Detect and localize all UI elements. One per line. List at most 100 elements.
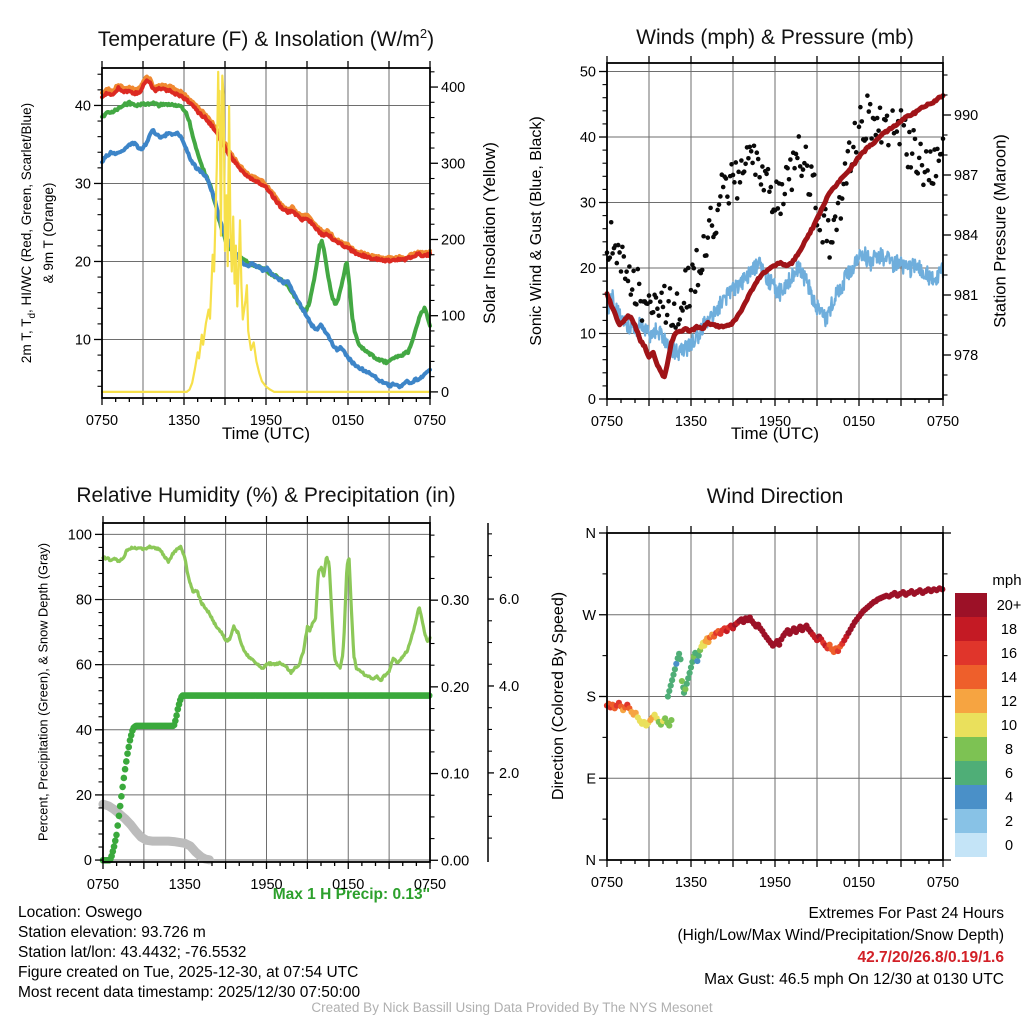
svg-text:20: 20 <box>76 788 92 804</box>
svg-text:N: N <box>586 526 596 542</box>
svg-text:984: 984 <box>954 228 978 244</box>
winds-xaxis-label: Time (UTC) <box>730 424 820 443</box>
svg-text:20+: 20+ <box>997 598 1022 614</box>
svg-text:1350: 1350 <box>168 413 200 429</box>
svg-text:100: 100 <box>68 527 92 543</box>
svg-text:16: 16 <box>1001 646 1017 662</box>
data-timestamp: Most recent data timestamp: 2025/12/30 0… <box>18 984 361 1001</box>
extremes-block: Extremes For Past 24 Hours (High/Low/Max… <box>678 903 1005 991</box>
svg-text:0150: 0150 <box>332 413 364 429</box>
credit-line: Created By Nick Bassill Using Data Provi… <box>311 1000 713 1015</box>
svg-text:60: 60 <box>76 658 92 674</box>
svg-text:981: 981 <box>954 288 978 304</box>
svg-text:30: 30 <box>75 176 91 192</box>
figure-created: Figure created on Tue, 2025-12-30, at 07… <box>18 964 359 981</box>
station-info-block: Location: Oswego Station elevation: 93.7… <box>18 903 360 1003</box>
svg-text:0750: 0750 <box>414 413 446 429</box>
temperature-insolation-chart: 0750 1350 1950 0150 075010203040010020030040… <box>75 61 465 429</box>
svg-text:0.20: 0.20 <box>441 680 469 696</box>
winds-pressure-chart: 0750 1350 1950 0150 0750 0 10 20 30 40 50 978 981 984… <box>580 56 978 430</box>
extremes-subtitle: (High/Low/Max Wind/Precipitation/Snow De… <box>677 927 1005 944</box>
svg-text:18: 18 <box>1001 622 1017 638</box>
svg-text:0.30: 0.30 <box>441 593 469 609</box>
svg-text:N: N <box>586 853 596 869</box>
svg-text:0750: 0750 <box>591 414 623 430</box>
svg-text:14: 14 <box>1001 670 1017 686</box>
svg-text:0750: 0750 <box>414 877 446 893</box>
svg-text:10: 10 <box>580 327 596 343</box>
svg-text:50: 50 <box>580 65 596 81</box>
svg-text:40: 40 <box>580 130 596 146</box>
svg-text:0: 0 <box>441 385 449 401</box>
title-text-end: ) <box>427 28 435 51</box>
max-gust: Max Gust: 46.5 mph On 12/30 at 0130 UTC <box>704 971 1004 988</box>
svg-text:8: 8 <box>1005 742 1013 758</box>
svg-text:0: 0 <box>1005 838 1013 854</box>
extremes-values: 42.7/20/26.8/0.19/1.6 <box>857 949 1004 966</box>
svg-text:1950: 1950 <box>250 877 282 893</box>
svg-text:4: 4 <box>1005 790 1013 806</box>
svg-text:0: 0 <box>588 392 596 408</box>
svg-text:E: E <box>586 771 596 787</box>
svg-text:40: 40 <box>75 98 91 114</box>
svg-text:0750: 0750 <box>86 413 118 429</box>
svg-text:20: 20 <box>580 261 596 277</box>
svg-text:0150: 0150 <box>843 414 875 430</box>
svg-text:1350: 1350 <box>675 414 707 430</box>
svg-text:6: 6 <box>1005 766 1013 782</box>
svg-text:200: 200 <box>441 232 465 248</box>
svg-text:6.0: 6.0 <box>499 592 519 608</box>
svg-text:0750: 0750 <box>591 875 623 891</box>
svg-text:1350: 1350 <box>675 875 707 891</box>
station-latlon: Station lat/lon: 43.4432; -76.5532 <box>18 944 247 961</box>
svg-text:0750: 0750 <box>927 875 959 891</box>
svg-text:1950: 1950 <box>759 875 791 891</box>
svg-text:4.0: 4.0 <box>499 679 519 695</box>
svg-text:10: 10 <box>75 332 91 348</box>
svg-text:990: 990 <box>954 108 978 124</box>
svg-text:300: 300 <box>441 156 465 172</box>
svg-text:2.0: 2.0 <box>499 766 519 782</box>
svg-text:1950: 1950 <box>250 413 282 429</box>
svg-text:S: S <box>586 690 596 706</box>
winds-pressure-panel: Winds (mph) & Pressure (mb) Sonic Wind &… <box>512 0 1024 460</box>
svg-text:0.10: 0.10 <box>441 767 469 783</box>
svg-text:1950: 1950 <box>759 414 791 430</box>
svg-text:400: 400 <box>441 80 465 96</box>
svg-text:978: 978 <box>954 348 978 364</box>
svg-text:0150: 0150 <box>843 875 875 891</box>
svg-text:0750: 0750 <box>87 877 119 893</box>
humidity-chart-title: Relative Humidity (%) & Precipitation (i… <box>76 484 456 507</box>
svg-text:0750: 0750 <box>927 414 959 430</box>
svg-text:80: 80 <box>76 593 92 609</box>
svg-text:2: 2 <box>1005 814 1013 830</box>
svg-text:12: 12 <box>1001 694 1017 710</box>
title-text: Temperature (F) & Insolation (W/m <box>97 28 420 51</box>
wind-direction-panel: Wind Direction Direction (Colored By Spe… <box>512 460 1024 905</box>
wind-direction-chart-title: Wind Direction <box>706 485 844 508</box>
svg-text:987: 987 <box>954 168 978 184</box>
temp-xaxis-label: Time (UTC) <box>221 424 311 443</box>
svg-text:0150: 0150 <box>332 877 364 893</box>
svg-text:20: 20 <box>75 254 91 270</box>
svg-text:mph: mph <box>992 572 1021 589</box>
temp-chart-title: Temperature (F) & Insolation (W/m2) <box>98 26 434 52</box>
title-superscript: 2 <box>419 26 428 41</box>
svg-text:30: 30 <box>580 196 596 212</box>
extremes-title: Extremes For Past 24 Hours <box>808 905 1004 922</box>
humidity-precip-panel: Relative Humidity (%) & Precipitation (i… <box>0 460 540 905</box>
temperature-insolation-panel: Temperature (F) & Insolation (W/m2) 2m T… <box>0 0 512 460</box>
svg-text:0.00: 0.00 <box>441 853 469 869</box>
svg-text:W: W <box>582 608 596 624</box>
humidity-precip-chart: 0750 1350 1950 0150 0750 0 20 40 60 80 100 0.00 0.10… <box>68 516 519 893</box>
station-location: Location: Oswego <box>18 904 143 921</box>
winds-chart-title: Winds (mph) & Pressure (mb) <box>636 26 914 49</box>
svg-text:10: 10 <box>1001 718 1017 734</box>
svg-text:40: 40 <box>76 723 92 739</box>
svg-text:100: 100 <box>441 309 465 325</box>
svg-text:1350: 1350 <box>169 877 201 893</box>
max-precip-note: Max 1 H Precip: 0.13'' <box>272 886 430 903</box>
station-elevation: Station elevation: 93.726 m <box>18 924 206 941</box>
